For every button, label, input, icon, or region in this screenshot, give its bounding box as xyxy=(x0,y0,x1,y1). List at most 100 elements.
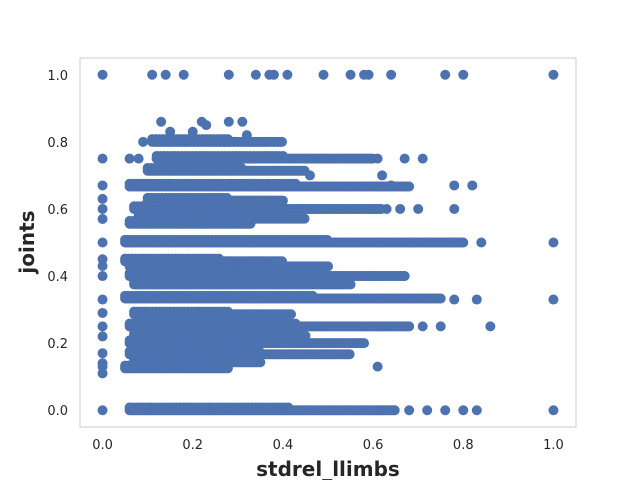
y-tick-label: 1.0 xyxy=(47,69,68,84)
scatter-point xyxy=(290,318,301,329)
scatter-point xyxy=(97,294,108,305)
scatter-point xyxy=(290,178,301,189)
scatter-point xyxy=(467,180,478,191)
scatter-point xyxy=(345,279,356,290)
scatter-point xyxy=(241,130,252,141)
x-tick-label: 0.6 xyxy=(363,438,384,453)
y-axis-label: joints xyxy=(15,210,39,274)
scatter-point xyxy=(404,181,415,192)
scatter-point xyxy=(359,338,370,349)
plot-frame xyxy=(79,57,577,428)
scatter-point xyxy=(299,213,310,224)
scatter-point xyxy=(151,153,162,164)
x-ticks: 0.0 0.2 0.4 0.6 0.8 1.0 xyxy=(92,438,564,453)
scatter-point xyxy=(404,321,415,332)
y-tick-label: 0.0 xyxy=(47,404,68,419)
scatter-point xyxy=(300,330,311,341)
scatter-point xyxy=(323,261,333,272)
scatter-point xyxy=(277,136,288,147)
scatter-point xyxy=(97,203,108,214)
scatter-point xyxy=(413,203,424,214)
scatter-point xyxy=(372,153,383,164)
scatter-point xyxy=(97,260,108,271)
scatter-point xyxy=(399,271,410,282)
y-tick-label: 0.8 xyxy=(47,136,68,151)
scatter-point xyxy=(485,321,496,332)
scatter-point xyxy=(286,309,297,320)
scatter-point xyxy=(476,237,487,248)
scatter-point xyxy=(268,69,279,80)
x-tick-label: 0.4 xyxy=(273,438,294,453)
y-tick-label: 0.2 xyxy=(47,337,68,352)
scatter-point xyxy=(277,256,288,267)
scatter-point xyxy=(213,253,224,264)
scatter-point xyxy=(97,237,108,248)
scatter-point xyxy=(223,69,234,80)
scatter-point xyxy=(444,237,455,248)
scatter-point xyxy=(458,237,469,248)
scatter-point xyxy=(471,294,482,305)
scatter-point xyxy=(236,163,247,174)
scatter-point xyxy=(322,234,333,245)
scatter-point xyxy=(548,237,559,248)
scatter-point xyxy=(283,402,294,413)
scatter-point xyxy=(304,170,315,181)
x-tick-label: 0.0 xyxy=(92,438,113,453)
scatter-point xyxy=(97,214,108,225)
data-points xyxy=(97,69,559,416)
scatter-point xyxy=(201,120,212,131)
scatter-point xyxy=(156,116,167,127)
scatter-point xyxy=(187,126,198,137)
scatter-point xyxy=(381,203,392,214)
scatter-point xyxy=(458,69,469,80)
scatter-point xyxy=(133,153,144,164)
scatter-point xyxy=(277,195,288,206)
scatter-point xyxy=(250,69,261,80)
scatter-point xyxy=(147,69,158,80)
scatter-point xyxy=(160,69,171,80)
scatter-point xyxy=(97,321,108,332)
scatter-point xyxy=(97,153,108,164)
scatter-point xyxy=(548,405,559,416)
scatter-point xyxy=(97,307,108,318)
scatter-point xyxy=(386,180,397,191)
scatter-point xyxy=(389,405,400,416)
scatter-point xyxy=(282,69,293,80)
scatter-point xyxy=(404,237,415,248)
scatter-point xyxy=(372,361,383,372)
scatter-point xyxy=(377,170,388,181)
scatter-point xyxy=(426,237,437,248)
scatter-point xyxy=(222,306,233,317)
scatter-point xyxy=(363,69,374,80)
scatter-point xyxy=(404,405,415,416)
scatter-point xyxy=(548,294,559,305)
x-tick-label: 0.8 xyxy=(453,438,474,453)
scatter-point xyxy=(458,405,469,416)
scatter-point xyxy=(449,294,460,305)
scatter-point xyxy=(449,180,460,191)
scatter-point xyxy=(97,348,108,359)
y-tick-label: 0.6 xyxy=(47,203,68,218)
scatter-point xyxy=(440,405,451,416)
scatter-point xyxy=(318,69,329,80)
scatter-point xyxy=(417,321,428,332)
y-ticks: 0.0 0.2 0.4 0.6 0.8 1.0 xyxy=(47,69,68,419)
scatter-point xyxy=(345,69,356,80)
scatter-point xyxy=(471,405,482,416)
scatter-point xyxy=(435,321,446,332)
scatter-point xyxy=(219,136,230,147)
scatter-point xyxy=(368,271,379,282)
x-axis-label: stdrel_llimbs xyxy=(256,457,400,480)
scatter-point xyxy=(277,150,288,161)
scatter-point xyxy=(222,192,232,203)
scatter-point xyxy=(97,405,108,416)
scatter-point xyxy=(395,203,406,214)
scatter-point xyxy=(548,69,559,80)
scatter-point xyxy=(435,293,446,304)
scatter-point xyxy=(97,331,108,342)
scatter-point xyxy=(350,153,361,164)
scatter-point xyxy=(97,180,108,191)
scatter-point xyxy=(255,357,266,368)
scatter-point xyxy=(344,349,355,360)
